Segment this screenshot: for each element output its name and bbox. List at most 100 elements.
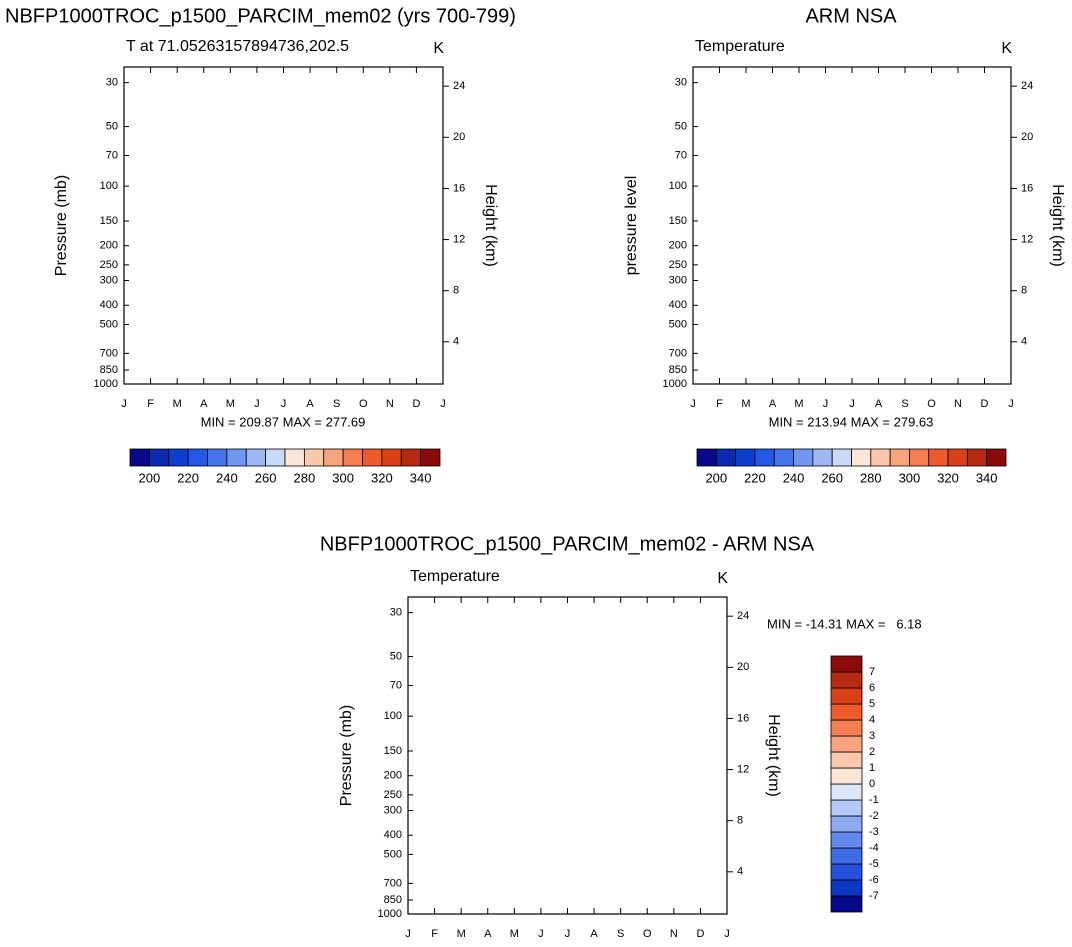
colorbar-label: -1 [869, 794, 879, 806]
contour-band [536, 895, 664, 914]
x-tick-label: M [794, 398, 803, 410]
contour-band [693, 313, 1011, 384]
colorbar-box [830, 863, 863, 881]
x-tick-label: J [121, 398, 127, 410]
colorbar-box [284, 448, 305, 467]
y-tick-label: 1000 [94, 378, 118, 390]
stats: MIN = 213.94 MAX = 279.63 [769, 414, 934, 429]
y-tick-label: 100 [384, 710, 402, 722]
colorbar-box [715, 448, 737, 467]
contour-band [459, 597, 711, 749]
contour-band [124, 313, 443, 384]
contour-band [693, 251, 779, 283]
y-tick-label: 30 [675, 77, 687, 89]
contour-band [561, 651, 593, 657]
colorbar-box [830, 879, 863, 897]
colorbar-box [420, 448, 441, 467]
x-tick-label: A [590, 928, 598, 940]
colorbar-box [831, 448, 852, 467]
colorbar-box [830, 895, 863, 913]
contour-band [693, 226, 773, 289]
x-tick-label: J [538, 928, 544, 940]
x-tick-label: N [386, 398, 394, 410]
y-tick-label: 100 [669, 180, 687, 192]
colorbar-box [830, 831, 863, 849]
y2-tick-label: 16 [737, 712, 749, 724]
x-tick-label: O [643, 928, 652, 940]
y2-tick-label: 16 [1021, 182, 1033, 194]
x-tick-label: M [741, 398, 750, 410]
colorbar-label: 300 [899, 470, 921, 485]
colorbar-box [830, 687, 863, 705]
stats: MIN = -14.31 MAX = 6.18 [767, 616, 922, 631]
contour-band [408, 597, 478, 756]
colorbar-label: -6 [869, 874, 879, 886]
x-tick-label: S [901, 398, 908, 410]
y-tick-label: 50 [106, 120, 118, 132]
y-tick-label: 150 [100, 215, 118, 227]
y-tick-label: 400 [100, 299, 118, 311]
y2-tick-label: 20 [453, 131, 465, 143]
colorbar-label: 260 [821, 470, 843, 485]
contour-band [408, 597, 727, 914]
contour-band [682, 813, 727, 914]
colorbar-box [735, 448, 756, 467]
contour-band [424, 889, 456, 914]
colorbar-label: -7 [869, 890, 879, 902]
contour-band [693, 67, 1011, 384]
colorbar-label: 320 [937, 470, 959, 485]
contour-band [440, 773, 469, 781]
x-tick-label: A [484, 928, 492, 940]
colorbar-label: 0 [869, 778, 875, 790]
y2-tick-label: 24 [453, 80, 465, 92]
y2-tick-label: 12 [737, 763, 749, 775]
y2-tick-label: 4 [737, 866, 743, 878]
x-tick-label: J [281, 398, 287, 410]
y-tick-label: 400 [384, 829, 402, 841]
contour-band [693, 276, 1011, 384]
colorbar-box [773, 448, 794, 467]
colorbar-label: 240 [216, 470, 238, 485]
colorbar-label: -5 [869, 858, 879, 870]
colorbar-box [323, 448, 344, 467]
units: K [1001, 40, 1012, 57]
contour-field [693, 67, 1011, 384]
y-tick-label: 500 [384, 848, 402, 860]
colorbar-box [226, 448, 247, 467]
x-tick-label: J [849, 398, 855, 410]
y-tick-label: 400 [669, 299, 687, 311]
x-tick-label: J [823, 398, 829, 410]
colorbar-label: 280 [860, 470, 882, 485]
y-tick-label: 70 [675, 149, 687, 161]
contour-band [998, 67, 1011, 130]
colorbar-box [793, 448, 814, 467]
y-tick-label: 100 [100, 180, 118, 192]
colorbar-box [830, 671, 863, 689]
stats: MIN = 209.87 MAX = 277.69 [201, 414, 366, 429]
x-tick-label: A [875, 398, 883, 410]
x-tick-label: J [254, 398, 260, 410]
x-tick-label: D [696, 928, 704, 940]
contour-band [568, 904, 632, 914]
colorbar-box [830, 847, 863, 865]
y2-axis-title: Height (km) [482, 184, 499, 267]
y2-tick-label: 20 [1021, 131, 1033, 143]
contour-band [693, 330, 1011, 384]
y-tick-label: 850 [669, 364, 687, 376]
y-tick-label: 850 [384, 894, 402, 906]
colorbar-label: 220 [177, 470, 199, 485]
units: K [717, 570, 728, 587]
colorbar-box [966, 448, 988, 467]
colorbar-label: 340 [410, 470, 432, 485]
colorbar-box [986, 448, 1007, 467]
y-tick-label: 250 [669, 259, 687, 271]
plot-frame [407, 596, 728, 915]
y2-tick-label: 12 [1021, 233, 1033, 245]
y2-tick-label: 8 [737, 815, 743, 827]
colorbar-label: 7 [869, 666, 875, 678]
x-tick-label: F [147, 398, 154, 410]
colorbar-box [303, 448, 325, 467]
colorbar-label: 280 [294, 470, 316, 485]
y2-tick-label: 20 [737, 661, 749, 673]
y-tick-label: 30 [390, 607, 402, 619]
